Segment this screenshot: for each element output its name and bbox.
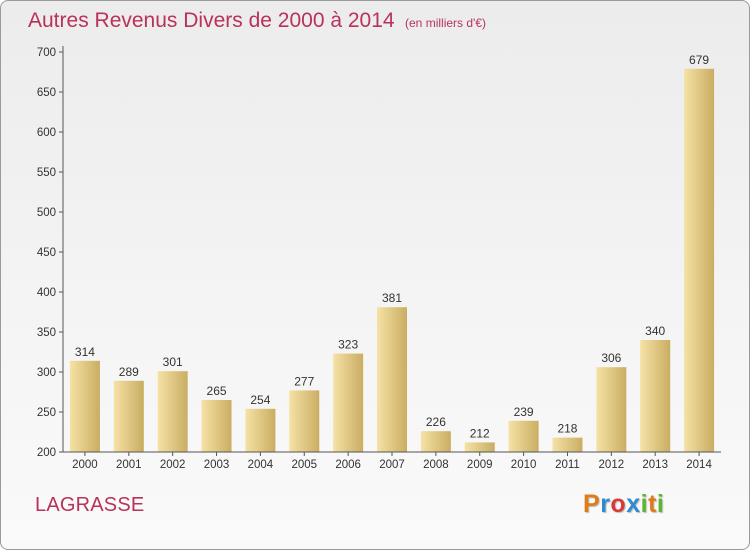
bar-2010 bbox=[508, 420, 539, 452]
y-tick-label-450: 450 bbox=[37, 247, 56, 259]
axis-layer bbox=[59, 46, 721, 456]
x-tick-label-2012: 2012 bbox=[599, 459, 625, 471]
value-label-2010: 239 bbox=[514, 405, 534, 419]
y-tick-label-650: 650 bbox=[37, 87, 56, 99]
value-label-2004: 254 bbox=[250, 393, 270, 407]
value-label-2003: 265 bbox=[207, 384, 227, 398]
logo-letter: i bbox=[640, 490, 649, 518]
x-tick-label-2006: 2006 bbox=[335, 459, 361, 471]
bar-2013 bbox=[640, 340, 671, 452]
y-tick-label-250: 250 bbox=[37, 407, 56, 419]
x-tick-label-2003: 2003 bbox=[204, 459, 230, 471]
bar-2008 bbox=[420, 431, 451, 452]
bars-layer bbox=[69, 68, 715, 453]
labels-layer: 314 2000 289 2001 301 2002 265 2003 254 2004 277 20… bbox=[37, 47, 713, 471]
value-label-2012: 306 bbox=[601, 351, 621, 365]
bar-2012 bbox=[596, 367, 627, 452]
bar-2009 bbox=[464, 442, 495, 452]
logo-letter: P bbox=[583, 490, 601, 518]
x-tick-label-2014: 2014 bbox=[686, 459, 712, 471]
value-label-2001: 289 bbox=[119, 365, 139, 379]
bar-2006 bbox=[333, 353, 364, 452]
value-label-2007: 381 bbox=[382, 291, 402, 305]
chart-title-block: Autres Revenus Divers de 2000 à 2014 (en… bbox=[28, 9, 486, 33]
value-label-2000: 314 bbox=[75, 345, 95, 359]
x-tick-label-2010: 2010 bbox=[511, 459, 537, 471]
x-tick-label-2013: 2013 bbox=[642, 459, 668, 471]
bar-2005 bbox=[289, 390, 320, 452]
value-label-2008: 226 bbox=[426, 415, 446, 429]
y-tick-label-600: 600 bbox=[37, 127, 56, 139]
x-tick-label-2002: 2002 bbox=[160, 459, 186, 471]
x-tick-label-2011: 2011 bbox=[555, 459, 580, 471]
value-label-2002: 301 bbox=[163, 355, 183, 369]
x-tick-label-2001: 2001 bbox=[116, 459, 142, 471]
value-label-2006: 323 bbox=[338, 338, 358, 352]
value-label-2005: 277 bbox=[294, 374, 314, 388]
y-tick-label-200: 200 bbox=[37, 447, 56, 459]
proxiti-logo: Proxiti bbox=[583, 490, 664, 519]
chart-subtitle: (en milliers d'€) bbox=[405, 16, 486, 30]
y-tick-label-350: 350 bbox=[37, 327, 56, 339]
location-label: LAGRASSE bbox=[35, 494, 145, 516]
logo-letter: x bbox=[626, 490, 641, 518]
x-tick-label-2008: 2008 bbox=[423, 459, 449, 471]
bar-2003 bbox=[201, 400, 232, 452]
logo-letter: i bbox=[656, 490, 665, 518]
bar-2000 bbox=[69, 360, 100, 452]
y-tick-label-300: 300 bbox=[37, 367, 56, 379]
x-tick-label-2005: 2005 bbox=[291, 459, 317, 471]
value-label-2011: 218 bbox=[557, 422, 577, 436]
x-tick-label-2000: 2000 bbox=[72, 459, 98, 471]
logo-letter: o bbox=[610, 490, 627, 518]
x-tick-label-2007: 2007 bbox=[379, 459, 405, 471]
bar-2007 bbox=[377, 307, 407, 452]
logo-letter: t bbox=[648, 490, 657, 518]
x-tick-label-2004: 2004 bbox=[248, 459, 274, 471]
y-tick-label-400: 400 bbox=[37, 287, 56, 299]
logo-letter: r bbox=[600, 490, 611, 518]
value-label-2009: 212 bbox=[470, 426, 490, 440]
value-label-2013: 340 bbox=[645, 324, 665, 338]
y-tick-label-700: 700 bbox=[37, 47, 56, 59]
bar-2011 bbox=[552, 437, 583, 452]
y-tick-label-550: 550 bbox=[37, 167, 56, 179]
bar-2001 bbox=[113, 380, 144, 452]
value-label-2014: 679 bbox=[689, 53, 709, 67]
chart-title: Autres Revenus Divers de 2000 à 2014 bbox=[28, 9, 395, 32]
y-tick-label-500: 500 bbox=[37, 207, 56, 219]
x-tick-label-2009: 2009 bbox=[467, 459, 493, 471]
bar-2002 bbox=[157, 371, 188, 452]
bar-2014 bbox=[684, 68, 715, 453]
bar-chart: 314 2000 289 2001 301 2002 265 2003 254 2004 277 20… bbox=[37, 46, 721, 471]
bar-2004 bbox=[245, 408, 276, 452]
